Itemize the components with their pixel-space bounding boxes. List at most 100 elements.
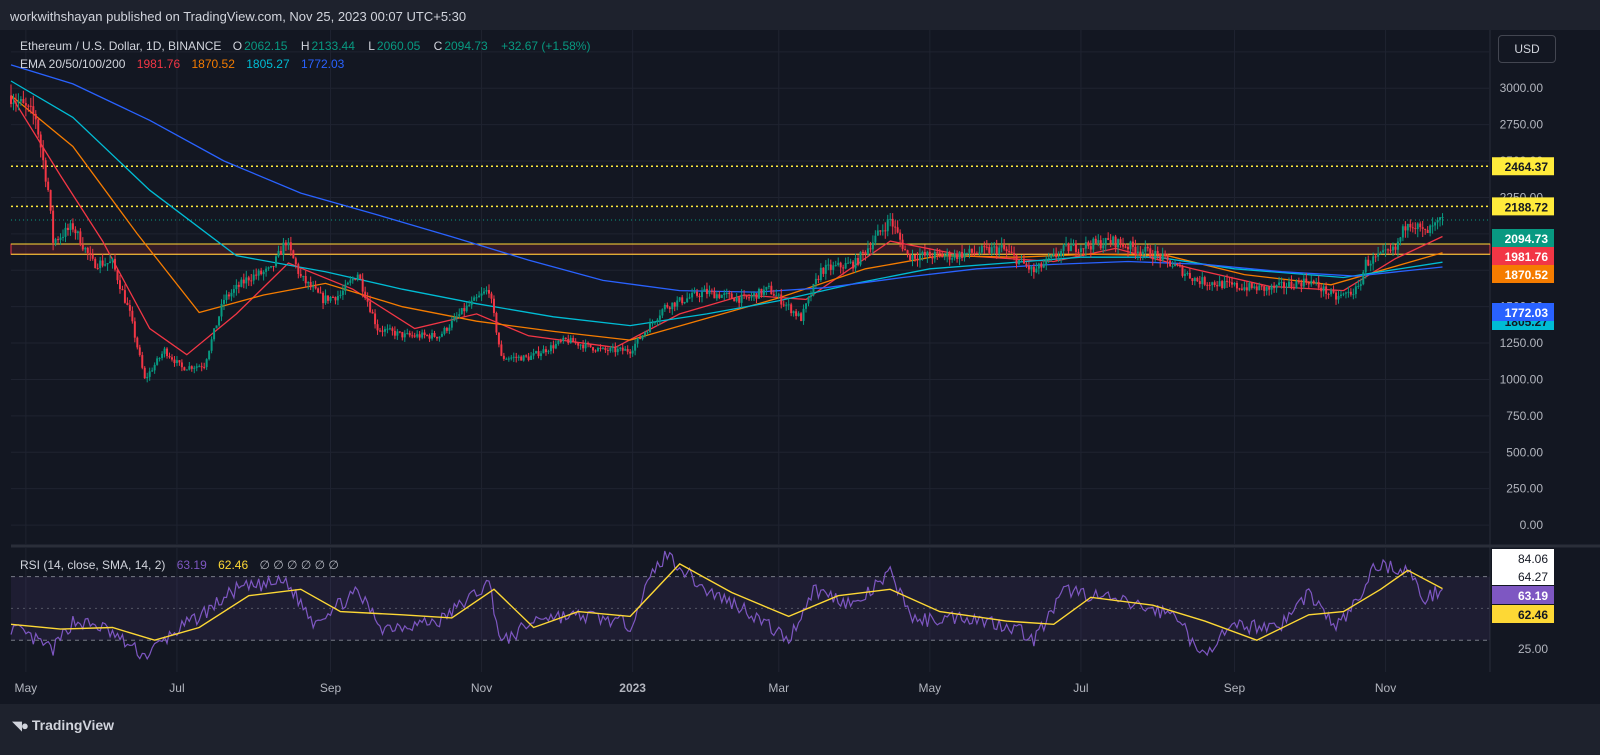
candle-body — [641, 335, 644, 339]
candle-body — [933, 251, 936, 259]
rsi-extras: ∅ ∅ ∅ ∅ ∅ ∅ — [259, 558, 339, 572]
candle-body — [1074, 243, 1077, 252]
candle-body — [1367, 259, 1370, 266]
candle-body — [859, 251, 862, 265]
candle-body — [673, 302, 676, 307]
publish-text: workwithshayan published on TradingView.… — [10, 9, 467, 24]
candle-body — [1223, 280, 1226, 289]
candle-body — [111, 258, 114, 262]
candle-body — [557, 340, 560, 344]
rsi-tick-bg — [1492, 549, 1554, 567]
candle-body — [416, 334, 419, 337]
price-tag: 2094.73 — [1505, 232, 1549, 246]
ema-line — [10, 64, 1443, 293]
candle-body — [795, 311, 798, 316]
candle-body — [44, 160, 47, 182]
rsi-label: RSI (14, close, SMA, 14, 2) — [20, 558, 166, 572]
candle-body — [812, 284, 815, 296]
candle-body — [983, 246, 986, 248]
candle-body — [1070, 245, 1073, 252]
candle-body — [1030, 266, 1033, 270]
y-tick-label: 500.00 — [1506, 445, 1543, 459]
candle-body — [1391, 246, 1394, 251]
candle-body — [772, 294, 775, 296]
candle-body — [1320, 287, 1323, 292]
rsi-tick-label: 25.00 — [1518, 642, 1548, 656]
candle-body — [148, 371, 151, 377]
candle-body — [1359, 284, 1362, 286]
candle-body — [1325, 286, 1328, 294]
time-axis-bg — [0, 672, 1600, 704]
candle-body — [1335, 292, 1338, 300]
candle-body — [1062, 245, 1065, 251]
candle-body — [1414, 228, 1417, 230]
candle-body — [381, 330, 384, 332]
candle-body — [1114, 236, 1117, 248]
candle-body — [544, 349, 547, 353]
candle-body — [852, 261, 855, 269]
candle-body — [222, 299, 225, 304]
candle-body — [1005, 249, 1008, 252]
y-tick-label: 250.00 — [1506, 482, 1543, 496]
candle-body — [369, 301, 372, 312]
x-tick-label: Nov — [1375, 681, 1396, 695]
candle-body — [1439, 217, 1442, 220]
candle-body — [710, 290, 713, 292]
low-value: 2060.05 — [376, 39, 421, 53]
candle-body — [1280, 282, 1283, 284]
candle-body — [916, 258, 919, 261]
tradingview-brand[interactable]: ◥● TradingView — [12, 717, 114, 734]
currency-button[interactable]: USD — [1498, 35, 1556, 63]
candle-body — [319, 292, 322, 294]
candle-body — [629, 351, 632, 354]
candle-body — [688, 297, 691, 299]
candle-body — [928, 251, 931, 257]
candle-body — [1089, 246, 1092, 250]
candle-body — [547, 351, 550, 353]
candle-body — [483, 291, 486, 294]
candle-body — [262, 271, 265, 275]
y-tick-label: 1250.00 — [1500, 336, 1544, 350]
candle-body — [1421, 227, 1424, 229]
candle-body — [426, 335, 429, 337]
candle-body — [646, 332, 649, 334]
candle-body — [1003, 245, 1006, 250]
candle-body — [463, 308, 466, 312]
candle-body — [408, 333, 411, 336]
candle-body — [141, 355, 144, 368]
candle-body — [1300, 282, 1303, 287]
candle-body — [354, 278, 357, 280]
candle-body — [1216, 285, 1219, 287]
price-tag-bg — [1492, 265, 1554, 283]
candle-body — [970, 248, 973, 253]
candle-body — [450, 320, 453, 328]
candle-body — [530, 355, 533, 360]
open-value: 2062.15 — [244, 39, 288, 53]
candle-body — [891, 218, 894, 227]
candle-body — [322, 292, 325, 304]
candle-body — [1404, 226, 1407, 231]
candle-body — [705, 288, 708, 294]
candle-body — [205, 359, 208, 368]
candle-body — [1196, 277, 1199, 282]
candle-body — [703, 288, 706, 292]
candle-body — [32, 106, 35, 114]
candle-body — [57, 239, 60, 241]
candle-body — [1235, 282, 1238, 289]
candle-body — [1055, 253, 1058, 258]
candle-body — [265, 268, 268, 272]
candle-body — [1399, 237, 1402, 242]
candle-body — [805, 303, 808, 309]
candle-body — [1213, 282, 1216, 286]
candle-body — [118, 280, 121, 290]
candle-body — [834, 265, 837, 267]
candle-body — [1067, 243, 1070, 252]
candle-body — [802, 308, 805, 321]
candle-body — [1315, 281, 1318, 283]
candle-body — [1191, 278, 1194, 282]
candle-body — [411, 335, 414, 337]
ema-line — [10, 94, 1443, 341]
candle-body — [245, 277, 248, 284]
candle-body — [1290, 281, 1293, 287]
